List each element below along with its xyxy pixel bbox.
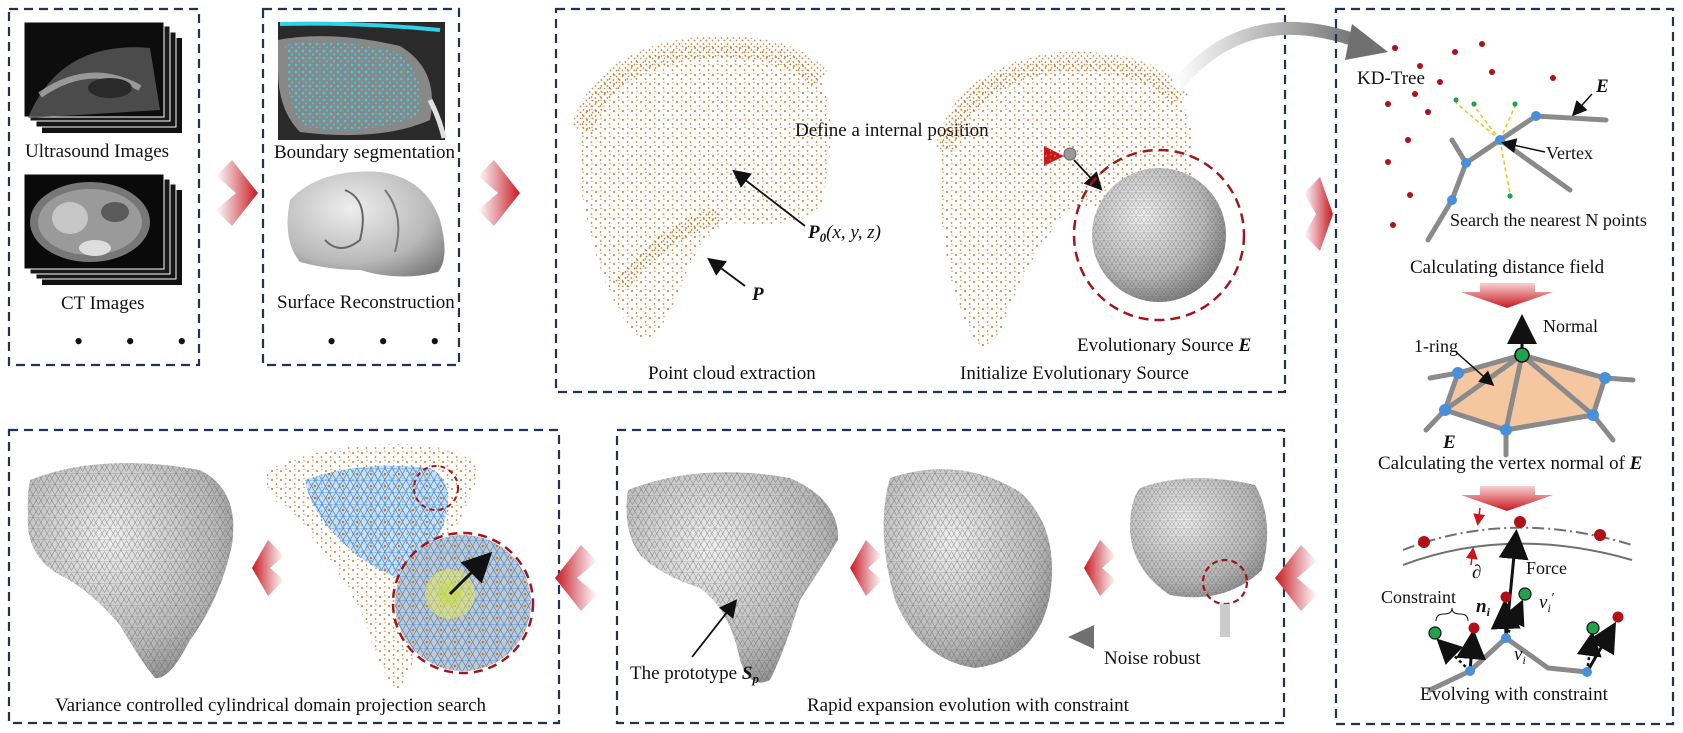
surface-label: Surface Reconstruction: [277, 292, 455, 313]
panel-algorithm: [1334, 7, 1675, 726]
e-pointer-top: [1571, 93, 1593, 117]
p0-label: P0(x, y, z): [807, 222, 881, 245]
point-cloud-extraction-label: Point cloud extraction: [648, 363, 816, 384]
evolutionary-source-sphere: [1092, 168, 1226, 302]
internal-position-marker: [1063, 147, 1077, 161]
point-cloud-left: [571, 36, 831, 340]
panel-segmentation: [261, 7, 461, 367]
ct-label: CT Images: [61, 293, 145, 314]
ultrasound-image-stack: [23, 21, 182, 133]
projection-search-visual: [266, 444, 478, 690]
init-source-label: Initialize Evolutionary Source: [960, 363, 1189, 384]
normal-label: Normal: [1543, 316, 1598, 336]
ct-image-stack: [23, 173, 182, 285]
v-i-label: vi: [1514, 644, 1526, 667]
force-label: Force: [1526, 558, 1567, 578]
constraint-label: Constraint: [1381, 587, 1456, 607]
down-arrow-2: [1461, 486, 1553, 511]
prototype-mesh: [626, 472, 839, 683]
one-ring-pointer: [1455, 351, 1495, 386]
arrow-5-to-6: [555, 545, 597, 611]
n-i-label: ni: [1476, 596, 1491, 619]
panel-input-images: [7, 7, 201, 367]
prototype-label: The prototype Sp: [630, 663, 759, 686]
boundary-segmentation-image: [278, 21, 447, 140]
p-pointer: [707, 257, 746, 287]
arrow-mesh-3-to-2: [1084, 540, 1116, 596]
down-arrow-1: [1461, 283, 1553, 308]
kdtree-points: [1385, 41, 1556, 228]
e-label-mid: E: [1442, 432, 1456, 453]
arrow-mesh-2-to-1: [850, 540, 882, 596]
p-label: P: [751, 284, 764, 305]
panel2-ellipsis: • • •: [327, 327, 457, 356]
cylindrical-domain-zoom: [395, 535, 531, 671]
arrow-1-to-2: [216, 160, 258, 226]
initial-noisy-mesh: [1130, 478, 1268, 598]
e-label-top: E: [1595, 76, 1609, 97]
p0-pointer: [732, 169, 806, 227]
vertex-pointer: [1501, 138, 1546, 153]
ultrasound-label: Ultrasound Images: [25, 141, 169, 162]
panel1-ellipsis: • • •: [74, 327, 204, 356]
vertex-label: Vertex: [1546, 143, 1593, 163]
evolutionary-source-label: Evolutionary Source E: [1077, 335, 1251, 356]
source-pointer: [1073, 159, 1103, 191]
arrow-3-to-4: [1304, 177, 1333, 251]
surface-reconstruction-image: [287, 171, 445, 277]
evolving-diagram: [1402, 507, 1633, 693]
arrow-4-to-5: [1275, 545, 1317, 611]
calc-vertex-normal-label: Calculating the vertex normal of E: [1378, 453, 1642, 474]
search-nearest-label: Search the nearest N points: [1450, 210, 1647, 230]
curved-arrow-to-kdtree: [1169, 21, 1363, 93]
large-highlight-circle: [391, 531, 535, 675]
partial-label: ∂: [1472, 562, 1481, 583]
variance-label: Variance controlled cylindrical domain p…: [55, 695, 487, 716]
panel-point-cloud: [554, 7, 1287, 394]
kdtree-label: KD-Tree: [1357, 68, 1425, 89]
final-liver-mesh: [27, 462, 234, 679]
small-highlight-circle: [413, 465, 459, 511]
evolving-label: Evolving with constraint: [1420, 684, 1609, 705]
rapid-expansion-label: Rapid expansion evolution with constrain…: [807, 695, 1130, 716]
point-cloud-right: [935, 51, 1194, 347]
arrow-2-to-3: [478, 160, 520, 226]
arrow-6-to-7: [252, 540, 284, 596]
kdtree-neighbors: [1453, 97, 1518, 199]
v-i-prime-label: vi′: [1539, 591, 1555, 615]
boundary-label: Boundary segmentation: [274, 142, 455, 163]
prototype-pointer: [691, 599, 738, 658]
noise-robust-label: Noise robust: [1104, 648, 1201, 669]
calc-distance-label: Calculating distance field: [1410, 257, 1605, 278]
one-ring-label: 1-ring: [1414, 336, 1458, 356]
evolutionary-source-highlight: [1072, 148, 1246, 322]
intermediate-mesh: [883, 469, 1052, 668]
